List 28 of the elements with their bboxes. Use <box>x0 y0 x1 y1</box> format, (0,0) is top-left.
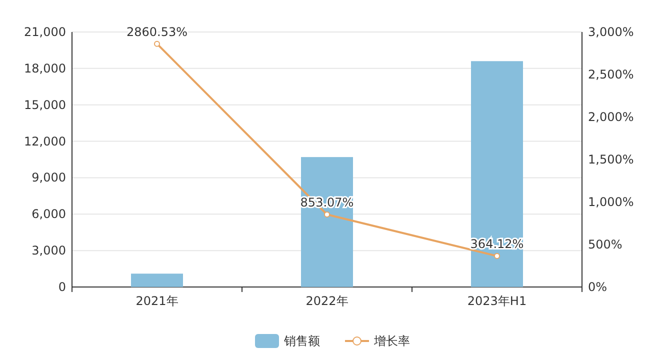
legend-label: 增长率 <box>373 334 410 348</box>
x-tick-label: 2021年 <box>136 294 178 308</box>
y-tick-label: 6,000 <box>32 207 66 222</box>
y2-tick-label: 0% <box>588 280 608 294</box>
y-tick-label: 9,000 <box>32 170 66 185</box>
data-label: 2860.53% <box>126 24 188 39</box>
x-tick-label: 2022年 <box>306 294 348 308</box>
bar <box>131 274 183 287</box>
y2-tick-label: 500% <box>588 238 622 252</box>
y2-tick-label: 2,000% <box>588 110 634 124</box>
y2-tick-label: 1,500% <box>588 152 634 166</box>
data-label: 364.12% <box>470 237 524 252</box>
x-tick-label: 2023年H1 <box>467 294 527 308</box>
y2-tick-label: 3,000% <box>588 25 634 39</box>
point <box>324 211 330 218</box>
point <box>494 253 500 260</box>
bar <box>471 61 523 287</box>
legend-label: 销售额 <box>283 334 320 348</box>
y-tick-label: 15,000 <box>24 98 66 112</box>
y-tick-label: 18,000 <box>24 61 66 76</box>
bar <box>301 157 353 287</box>
y-tick-label: 21,000 <box>24 25 66 39</box>
y-tick-label: 12,000 <box>24 134 66 148</box>
y-tick-label: 3,000 <box>32 244 66 258</box>
y2-tick-label: 1,000% <box>588 195 634 209</box>
point <box>154 40 160 47</box>
y-tick-label: 0 <box>58 280 66 294</box>
y2-tick-label: 2,500% <box>588 68 634 82</box>
